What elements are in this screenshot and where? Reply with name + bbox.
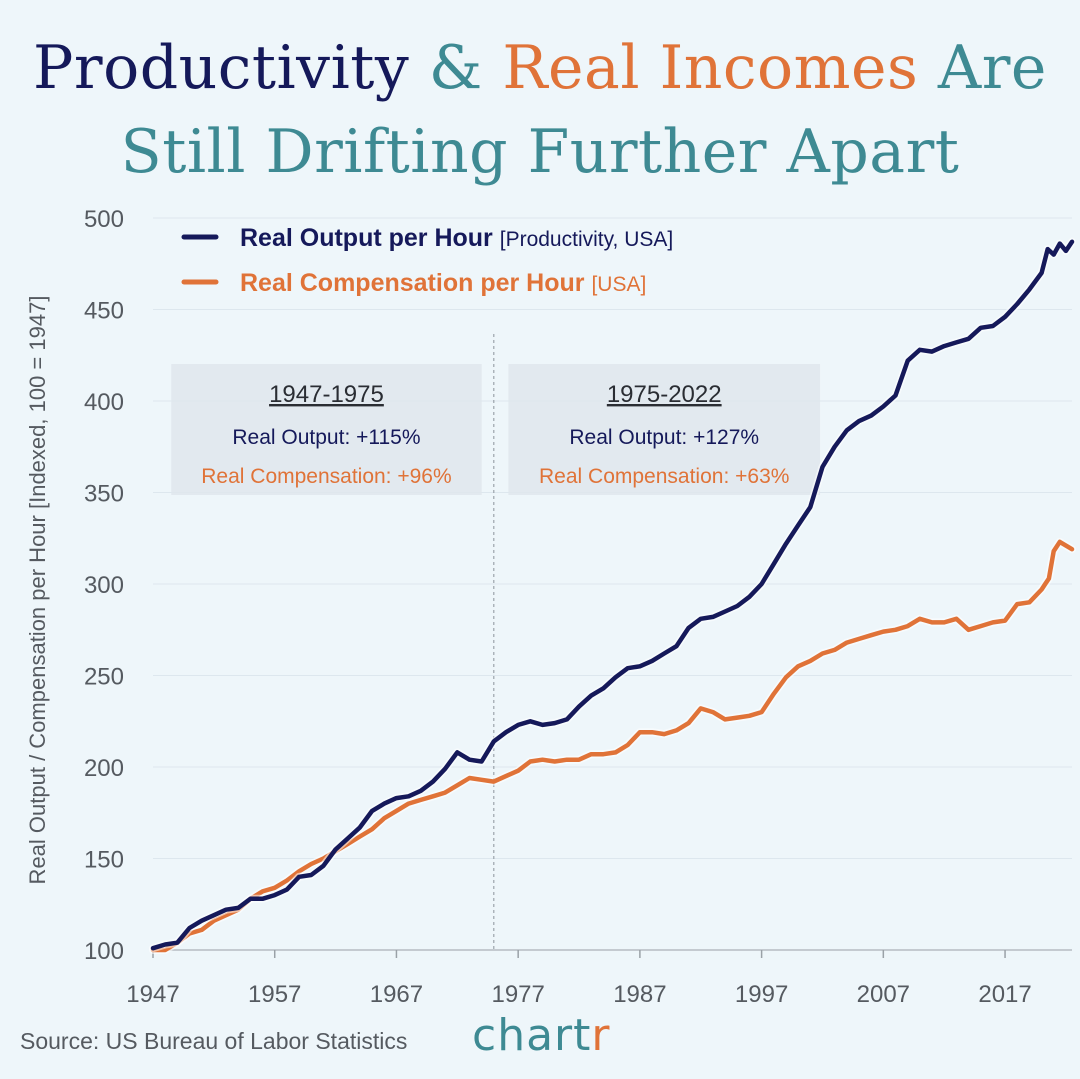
y-axis-title: Real Output / Compensation per Hour [Ind… [25,296,50,885]
x-tick-label-2007: 2007 [857,981,910,1008]
y-tick-label-350: 350 [84,481,124,508]
legend-note: [Productivity, USA] [500,228,674,251]
y-tick-label-150: 150 [84,847,124,874]
annotation-period-1: 1947-1975 [269,381,384,408]
brand-logo-accent: r [591,1010,611,1061]
brand-logo-main: chart [472,1010,592,1061]
y-tick-label-450: 450 [84,298,124,325]
x-tick-label-2017: 2017 [978,981,1031,1008]
annotation-box-2 [508,364,821,495]
annotation-output-2: Real Output: +127% [569,426,759,449]
brand-logo: chartr [472,1010,610,1061]
source-note: Source: US Bureau of Labor Statistics [20,1028,408,1054]
annotation-period-2: 1975-2022 [607,381,722,408]
chart-title-line-1: Productivity & Real Incomes Are [0,28,1080,108]
series-halo-output [149,237,1076,953]
y-tick-label-400: 400 [84,389,124,416]
y-tick-label-100: 100 [84,938,124,965]
x-tick-label-1947: 1947 [126,981,179,1008]
y-tick-label-300: 300 [84,572,124,599]
x-tick-label-1997: 1997 [735,981,788,1008]
annotation-output-1: Real Output: +115% [232,426,420,449]
annotation-box-1 [171,364,482,495]
title-ampersand: & [428,33,483,103]
title-word-are: Are [937,33,1047,103]
x-tick-label-1967: 1967 [370,981,423,1008]
x-tick-label-1977: 1977 [491,981,544,1008]
annotation-compensation-2: Real Compensation: +63% [539,465,789,488]
legend-entry-output: Real Output per Hour [Productivity, USA] [240,224,673,252]
legend-note: [USA] [591,273,646,296]
legend-entry-compensation: Real Compensation per Hour [USA] [240,269,646,297]
y-tick-label-250: 250 [84,664,124,691]
series-line-real-compensation [150,539,1075,953]
y-tick-label-500: 500 [84,206,124,233]
legend-label: Real Compensation per Hour [240,269,591,297]
chart-title-line-2: Still Drifting Further Apart [120,117,960,187]
x-tick-label-1957: 1957 [248,981,301,1008]
title-word-real-incomes: Real Incomes [502,33,919,103]
title-word-productivity: Productivity [33,33,410,103]
annotation-compensation-1: Real Compensation: +96% [201,465,451,488]
series-line-real-output [150,239,1075,951]
x-tick-label-1987: 1987 [613,981,666,1008]
y-tick-label-200: 200 [84,755,124,782]
legend-label: Real Output per Hour [240,224,500,252]
